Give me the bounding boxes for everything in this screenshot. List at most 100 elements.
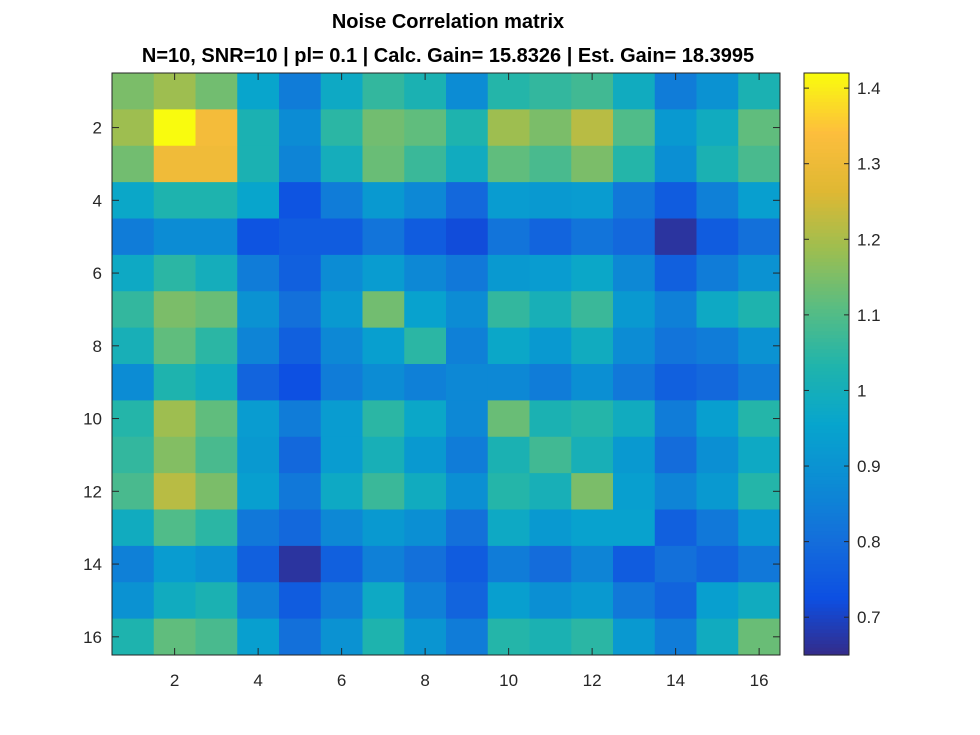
colorbar-segment (804, 549, 849, 554)
heatmap-cell-r7-c11 (529, 291, 572, 329)
colorbar-segment (804, 429, 849, 434)
colorbar-segment (804, 454, 849, 460)
heatmap-cell-r4-c3 (195, 182, 238, 220)
heatmap-cell-r6-c6 (320, 254, 363, 292)
colorbar-segment (804, 611, 849, 616)
heatmap-cell-r12-c7 (362, 473, 405, 511)
y-tick-label: 12 (83, 482, 102, 501)
colorbar-segment (804, 211, 849, 216)
heatmap-cell-r8-c7 (362, 327, 405, 365)
heatmap-cell-r11-c9 (446, 436, 489, 474)
colorbar-segment (804, 414, 849, 420)
heatmap-cell-r8-c3 (195, 327, 238, 365)
heatmap-cell-r11-c10 (487, 436, 530, 474)
heatmap-cell-r16-c9 (446, 618, 489, 656)
heatmap-cell-r3-c3 (195, 145, 238, 183)
colorbar-segment (804, 331, 849, 336)
heatmap-cell-r5-c7 (362, 218, 405, 256)
heatmap-cell-r15-c3 (195, 582, 238, 620)
heatmap-cell-r13-c5 (279, 509, 322, 547)
heatmap-cell-r3-c15 (696, 145, 739, 183)
colorbar-segment (804, 316, 849, 321)
colorbar-segment (804, 338, 849, 343)
heatmap-cell-r7-c13 (613, 291, 656, 329)
heatmap-cell-r3-c1 (112, 145, 155, 183)
colorbar-segment (804, 578, 849, 583)
heatmap-cell-r13-c7 (362, 509, 405, 547)
heatmap-cell-r2-c3 (195, 109, 238, 147)
heatmap-cell-r6-c15 (696, 254, 739, 292)
heatmap-cell-r13-c12 (571, 509, 614, 547)
heatmap-cell-r4-c10 (487, 182, 530, 220)
heatmap-cell-r5-c2 (153, 218, 196, 256)
heatmap-cell-r15-c13 (613, 582, 656, 620)
x-tick-label: 4 (253, 671, 262, 690)
heatmap-cell-r4-c11 (529, 182, 572, 220)
colorbar-segment (804, 233, 849, 238)
heatmap-cell-r15-c9 (446, 582, 489, 620)
colorbar-segment (804, 353, 849, 358)
colorbar-tick-label: 0.8 (857, 533, 881, 552)
heatmap-cell-r10-c11 (529, 400, 572, 438)
heatmap-cell-r8-c4 (237, 327, 280, 365)
heatmap-cell-r1-c9 (446, 73, 489, 110)
heatmap-cell-r9-c11 (529, 364, 572, 401)
colorbar-segment (804, 571, 849, 576)
colorbar-segment (804, 247, 849, 252)
heatmap-cell-r14-c11 (529, 545, 572, 583)
colorbar-segment (804, 138, 849, 143)
colorbar-segment (804, 207, 849, 212)
colorbar-segment (804, 531, 849, 536)
heatmap-cell-r7-c3 (195, 291, 238, 329)
heatmap-cell-r1-c13 (613, 73, 656, 110)
heatmap-cell-r14-c7 (362, 545, 405, 583)
colorbar-segment (804, 258, 849, 263)
heatmap-cell-r14-c4 (237, 545, 280, 583)
colorbar-segment (804, 222, 849, 227)
heatmap-cell-r16-c5 (279, 618, 322, 656)
colorbar-segment (804, 160, 849, 165)
x-tick-label: 16 (750, 671, 769, 690)
heatmap-cell-r12-c10 (487, 473, 530, 511)
colorbar-segment (804, 243, 849, 249)
colorbar-segment (804, 280, 849, 285)
colorbar-segment (804, 131, 849, 136)
heatmap-cell-r15-c1 (112, 582, 155, 620)
heatmap-cell-r3-c16 (738, 145, 781, 183)
heatmap-cell-r4-c14 (654, 182, 697, 220)
heatmap-cell-r6-c10 (487, 254, 530, 292)
colorbar-segment (804, 120, 849, 125)
colorbar-segment (804, 273, 849, 278)
colorbar-segment (804, 334, 849, 340)
heatmap-cell-r4-c6 (320, 182, 363, 220)
heatmap-cell-r6-c8 (404, 254, 447, 292)
colorbar-segment (804, 604, 849, 609)
heatmap-cell-r13-c15 (696, 509, 739, 547)
colorbar-segment (804, 323, 849, 329)
x-tick-label: 12 (583, 671, 602, 690)
colorbar-segment (804, 167, 849, 172)
heatmap-cell-r11-c12 (571, 436, 614, 474)
colorbar-segment (804, 640, 849, 645)
colorbar-segment (804, 647, 849, 652)
heatmap-cell-r14-c9 (446, 545, 489, 583)
heatmap-cell-r7-c2 (153, 291, 196, 329)
colorbar-segment (804, 480, 849, 485)
heatmap-cell-r8-c11 (529, 327, 572, 365)
heatmap-cell-r3-c6 (320, 145, 363, 183)
heatmap-cell-r1-c15 (696, 73, 739, 110)
colorbar-segment (804, 254, 849, 260)
colorbar-segment (804, 196, 849, 201)
heatmap-cell-r13-c14 (654, 509, 697, 547)
heatmap-cell-r2-c8 (404, 109, 447, 147)
colorbar-segment (804, 309, 849, 314)
heatmap-cell-r15-c12 (571, 582, 614, 620)
heatmap-cell-r9-c8 (404, 364, 447, 401)
colorbar-segment (804, 127, 849, 132)
heatmap-cell-r1-c5 (279, 73, 322, 110)
heatmap-cell-r11-c4 (237, 436, 280, 474)
colorbar-segment (804, 651, 849, 656)
heatmap-cell-r2-c9 (446, 109, 489, 147)
x-tick-label: 2 (170, 671, 179, 690)
colorbar-segment (804, 294, 849, 300)
